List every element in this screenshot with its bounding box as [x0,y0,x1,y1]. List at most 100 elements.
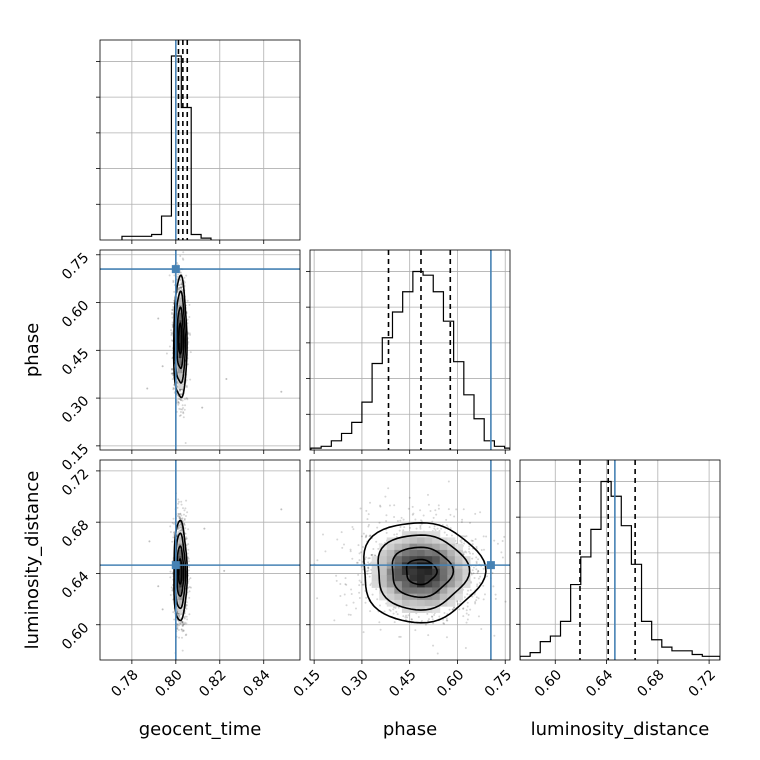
scatter-point [170,367,173,370]
scatter-point [367,566,370,569]
density-cell [180,606,182,613]
scatter-point [453,515,456,518]
y-tick-label: 0.72 [59,466,92,499]
density-cell [386,581,395,588]
scatter-point [407,614,410,617]
scatter-point [178,407,181,410]
scatter-point [186,511,189,514]
scatter-point [453,606,456,609]
y-tick-group: 0.60 0.64 0.68 0.72 [59,466,100,653]
histogram-panel-geocent_time [100,40,300,240]
scatter-point [378,621,381,624]
histogram-bar [331,441,341,450]
density-cell [432,593,441,601]
density-cell [180,312,182,321]
scatter-point [180,612,183,615]
histogram-bar [382,338,392,450]
scatter-point [480,628,483,631]
scatter-point [434,529,437,532]
scatter-point [491,572,494,575]
density-cell [178,358,181,367]
scatter-point [182,251,185,254]
x-tick-group: 0.60 0.64 0.68 0.72 [532,660,719,700]
scatter-point [169,525,172,528]
histogram-bar [464,395,474,450]
scatter-point [503,535,506,538]
scatter-point [184,532,187,535]
scatter-point [180,393,183,396]
scatter-point [185,379,188,382]
scatter-point [469,608,472,611]
scatter-point [387,487,390,490]
density-cell [178,320,180,329]
x-tick-label: 0.60 [532,667,565,700]
density-cell [183,537,185,545]
scatter-point [172,388,175,391]
density-cell [432,599,441,607]
scatter-point [182,623,185,626]
scatter-point [396,613,399,616]
scatter-point [445,518,448,521]
density-cell [371,556,380,563]
contour-line [377,534,471,611]
density-cell [178,549,181,557]
density-cell [379,549,388,557]
scatter-point [179,408,182,411]
scatter-point [173,531,176,534]
density-cell [178,537,181,545]
density-cell [179,312,182,321]
scatter-point [371,553,374,556]
axes-frame [519,459,721,661]
scatter-point [179,286,182,289]
scatter-point [482,584,485,587]
scatter-point [479,511,482,514]
scatter-point [450,534,453,537]
scatter-point [458,608,461,611]
scatter-point [419,527,422,530]
scatter-point [476,571,479,574]
scatter-point [184,441,187,444]
scatter-point [184,515,187,518]
histogram-bar [530,653,540,660]
density-cell [178,380,180,389]
scatter-point [399,525,402,528]
histogram-bar [611,496,621,660]
density-cell [379,581,388,588]
scatter-point [177,628,180,631]
density-cell [180,350,182,359]
scatter-point [183,622,186,625]
scatter-point [437,504,440,507]
scatter-point [447,508,450,511]
scatter-point [419,526,422,529]
scatter-point [350,593,353,596]
y-tick-label: 0.68 [59,517,92,550]
scatter-point [179,513,182,516]
scatter-point [177,398,180,401]
scatter-point [472,572,475,575]
histogram-bar [152,234,162,240]
density-cell [180,599,182,607]
scatter-point [366,572,369,575]
scatter-point [443,622,446,625]
scatter-point [358,579,361,582]
scatter-point [493,634,496,637]
scatter-point [431,520,434,523]
x-tick-group [313,450,506,454]
scatter-point [339,582,342,585]
scatter-point [494,597,497,600]
scatter-point [172,386,175,389]
scatter-point [177,402,180,405]
scatter-point [377,547,380,550]
scatter-point [362,631,365,634]
scatter-point [181,630,184,633]
scatter-point [428,526,431,529]
scatter-point [456,603,459,606]
density-cell [178,599,181,607]
density-cell [401,543,410,551]
x-axis-label-luminosity_distance: luminosity_distance [531,719,710,740]
scatter-point [176,506,179,509]
scatter-point [180,503,183,506]
scatter-point [361,560,364,563]
scatter-point [385,520,388,523]
scatter-point [185,633,188,636]
